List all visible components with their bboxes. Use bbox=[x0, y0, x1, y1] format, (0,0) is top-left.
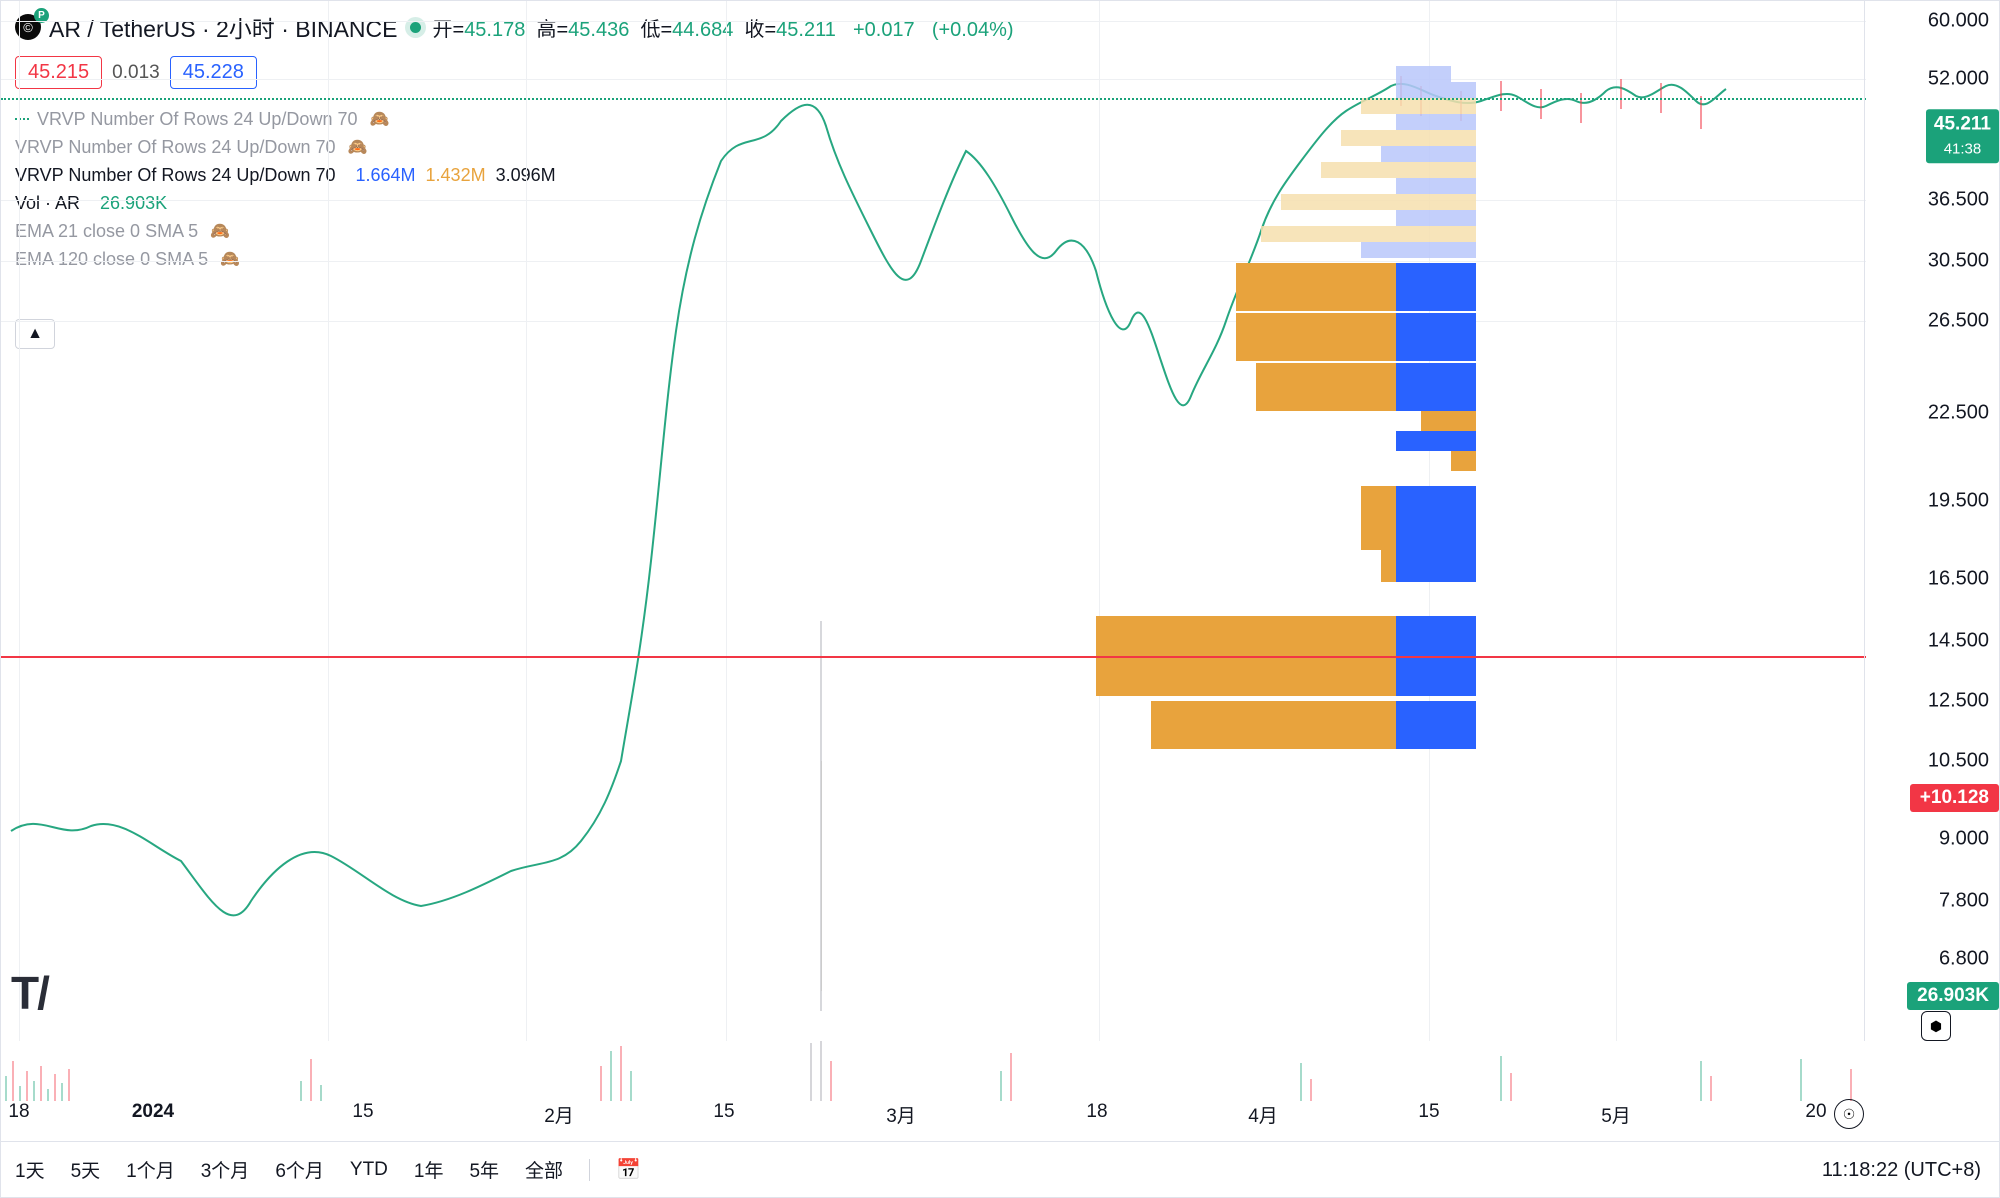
price-tick-36500: 36.500 bbox=[1928, 189, 1989, 212]
price-axis[interactable]: 60.000 52.000 45.211 41:38 36.500 30.500… bbox=[1864, 1, 1999, 1041]
price-tick-26500: 26.500 bbox=[1928, 310, 1989, 333]
vertical-event-marker bbox=[821, 761, 822, 991]
toolbar-divider bbox=[589, 1159, 590, 1181]
tradingview-chart-window: © P AR / TetherUS · 2小时 · BINANCE 开=45.17… bbox=[0, 0, 2000, 1198]
current-volume-label[interactable]: 26.903K bbox=[1907, 982, 1999, 1010]
current-price-label[interactable]: 45.211 41:38 bbox=[1926, 109, 1999, 163]
volume-histogram[interactable] bbox=[1, 1041, 1866, 1101]
price-tick-16500: 16.500 bbox=[1928, 568, 1989, 591]
date-tick-18-jan: 18 bbox=[8, 1101, 29, 1123]
range-toolbar: 1天 5天 1个月 3个月 6个月 YTD 1年 5年 全部 📅 11:18:2… bbox=[1, 1141, 2000, 1197]
clock-zoom-icon[interactable]: ☉ bbox=[1834, 1099, 1864, 1129]
range-btn-1y[interactable]: 1年 bbox=[414, 1156, 444, 1183]
range-btn-1d[interactable]: 1天 bbox=[15, 1156, 45, 1183]
calendar-icon[interactable]: 📅 bbox=[616, 1157, 641, 1182]
utc-clock-display: 11:18:22 (UTC+8) bbox=[1822, 1142, 1981, 1198]
date-tick-2yue: 2月 bbox=[544, 1101, 574, 1128]
dotted-reference-line bbox=[1, 98, 1866, 100]
date-tick-5yue: 5月 bbox=[1601, 1101, 1631, 1128]
settings-gear-icon[interactable]: ⬢ bbox=[1921, 1011, 1951, 1041]
date-tick-15c: 15 bbox=[1418, 1101, 1439, 1123]
date-tick-4yue: 4月 bbox=[1248, 1101, 1278, 1128]
date-tick-15b: 15 bbox=[713, 1101, 734, 1123]
price-tick-60000: 60.000 bbox=[1928, 10, 1989, 33]
date-tick-18b: 18 bbox=[1086, 1101, 1107, 1123]
date-tick-2024: 2024 bbox=[132, 1101, 174, 1123]
price-tick-52000: 52.000 bbox=[1928, 68, 1989, 91]
price-tick-7800: 7.800 bbox=[1939, 890, 1989, 913]
range-btn-all[interactable]: 全部 bbox=[525, 1156, 563, 1183]
price-tick-6800: 6.800 bbox=[1939, 948, 1989, 971]
price-tick-12500: 12.500 bbox=[1928, 690, 1989, 713]
price-tick-14500: 14.500 bbox=[1928, 630, 1989, 653]
range-btn-5d[interactable]: 5天 bbox=[71, 1156, 101, 1183]
range-btn-ytd[interactable]: YTD bbox=[350, 1159, 388, 1181]
price-tick-19500: 19.500 bbox=[1928, 490, 1989, 513]
range-btn-1m[interactable]: 1个月 bbox=[126, 1156, 175, 1183]
date-axis[interactable]: 18 2024 15 2月 15 3月 18 4月 15 5月 20 ☉ bbox=[1, 1101, 1866, 1133]
poc-price-line bbox=[1, 656, 1866, 658]
range-btn-6m[interactable]: 6个月 bbox=[275, 1156, 324, 1183]
price-chart-canvas[interactable] bbox=[1, 1, 1866, 1041]
date-tick-15: 15 bbox=[352, 1101, 373, 1123]
price-tick-22500: 22.500 bbox=[1928, 402, 1989, 425]
range-btn-5y[interactable]: 5年 bbox=[469, 1156, 499, 1183]
range-btn-3m[interactable]: 3个月 bbox=[201, 1156, 250, 1183]
price-tick-30500: 30.500 bbox=[1928, 250, 1989, 273]
poc-price-label[interactable]: +10.128 bbox=[1910, 784, 1999, 812]
date-tick-3yue: 3月 bbox=[886, 1101, 916, 1128]
price-tick-10500: 10.500 bbox=[1928, 750, 1989, 773]
price-tick-9000: 9.000 bbox=[1939, 828, 1989, 851]
date-tick-20: 20 bbox=[1805, 1101, 1826, 1123]
volume-profile-overlay[interactable] bbox=[1, 1, 1866, 1041]
tradingview-watermark-logo: T/ bbox=[11, 966, 48, 1020]
